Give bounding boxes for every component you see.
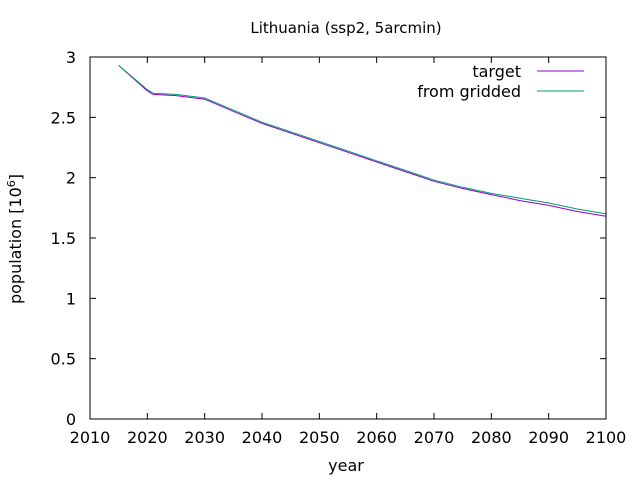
series-line-1 (118, 65, 607, 215)
series-line-0 (118, 65, 607, 217)
y-tick-label: 2 (66, 169, 76, 188)
x-tick-label: 2050 (299, 428, 340, 447)
x-tick-label: 2010 (70, 428, 111, 447)
x-tick-label: 2100 (586, 428, 627, 447)
legend-label: target (472, 62, 521, 81)
y-tick-label: 0.5 (51, 350, 76, 369)
y-tick-label: 3 (66, 48, 76, 67)
chart-title: Lithuania (ssp2, 5arcmin) (250, 19, 441, 37)
y-tick-label: 1.5 (51, 229, 76, 248)
x-tick-label: 2020 (127, 428, 168, 447)
x-tick-label: 2060 (356, 428, 397, 447)
y-tick-label: 0 (66, 410, 76, 429)
y-axis-label-exponent: 6 (5, 180, 18, 187)
plot-frame (89, 56, 607, 420)
y-tick-label: 2.5 (51, 108, 76, 127)
x-tick-label: 2070 (414, 428, 455, 447)
x-tick-label: 2040 (242, 428, 283, 447)
legend-label: from gridded (417, 82, 521, 101)
y-axis-label-close: ] (6, 174, 25, 180)
x-tick-label: 2030 (184, 428, 225, 447)
y-axis-label: population [106] (5, 174, 26, 304)
y-axis-label-main: population [10 (6, 187, 25, 304)
x-tick-label: 2090 (528, 428, 569, 447)
y-tick-label: 1 (66, 289, 76, 308)
x-tick-label: 2080 (471, 428, 512, 447)
y-axis: 0 0.5 1 1.5 2 2.5 3 (51, 48, 606, 429)
series-lines (118, 65, 607, 217)
x-axis-label: year (328, 456, 364, 475)
x-axis: 2010 2020 2030 2040 2050 2060 2070 2080 2090 2100 (70, 57, 627, 447)
